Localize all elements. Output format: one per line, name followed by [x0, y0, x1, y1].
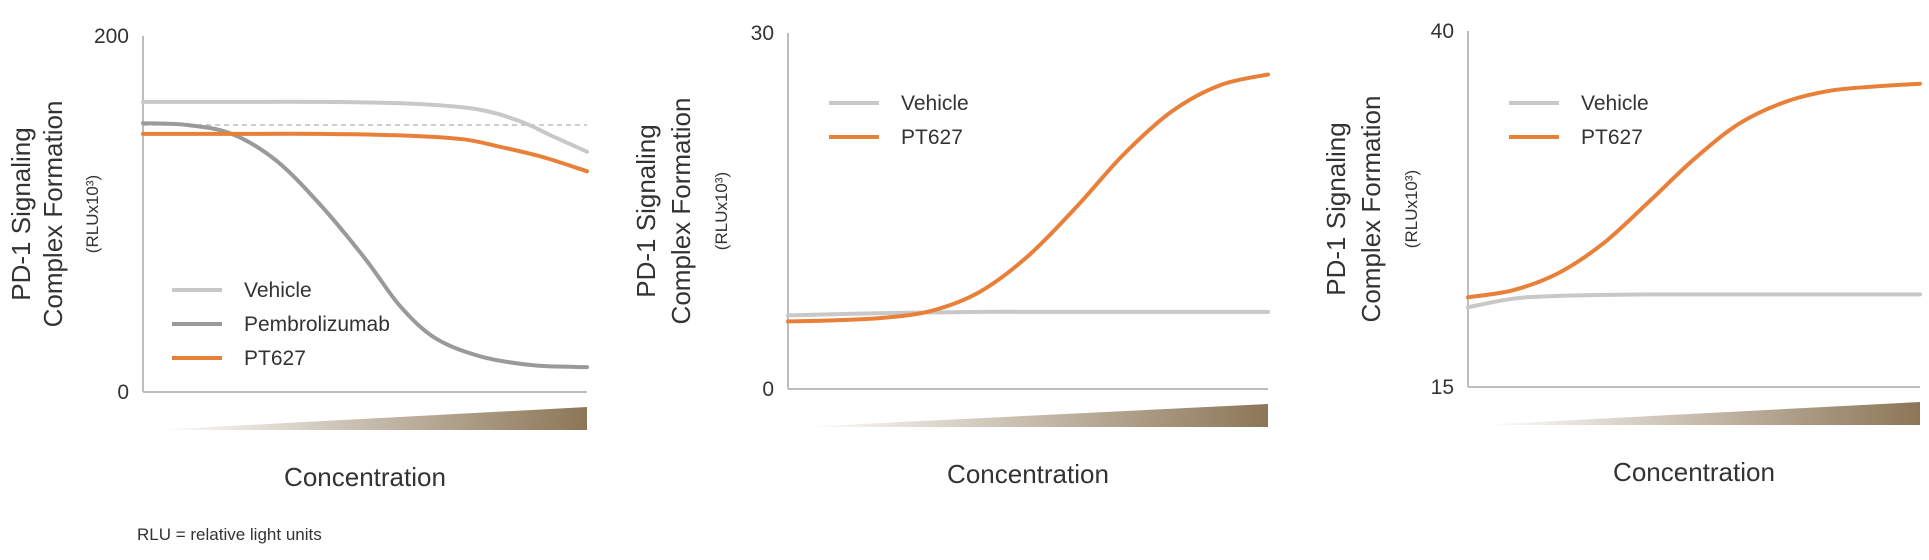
- legend-label-pt627: PT627: [244, 347, 306, 370]
- concentration-wedge: [1480, 402, 1920, 425]
- y-axis-label-line2: Complex Formation: [666, 98, 696, 325]
- legend-label-pt627: PT627: [1581, 126, 1643, 149]
- legend: Vehicle PT627: [1509, 92, 1649, 149]
- y-tick-label-bottom: 0: [762, 378, 774, 401]
- footnote: RLU = relative light units: [137, 525, 322, 544]
- series-line-vehicle: [141, 99, 589, 154]
- legend-label-vehicle: Vehicle: [244, 279, 312, 302]
- y-axis-unit-label: (RLUx10³): [712, 172, 731, 250]
- x-axis-label: Concentration: [1613, 457, 1775, 487]
- legend: Vehicle Pembrolizumab PT627: [172, 279, 390, 370]
- y-axis-label-line2: Complex Formation: [1356, 96, 1386, 323]
- legend-label-vehicle: Vehicle: [1581, 92, 1649, 115]
- y-axis-label-line1: PD-1 Signaling: [1321, 122, 1351, 295]
- series-line-vehicle: [1466, 292, 1922, 310]
- legend-label-pembrolizumab: Pembrolizumab: [244, 313, 390, 336]
- legend-label-vehicle: Vehicle: [901, 92, 969, 115]
- y-tick-label-top: 30: [751, 22, 774, 45]
- legend-label-pt627: PT627: [901, 126, 963, 149]
- y-axis-label-line1: PD-1 Signaling: [6, 127, 36, 300]
- chart-panel-2: 30 0 PD-1 Signaling Complex Formation (RLUx1…: [631, 22, 1270, 489]
- concentration-wedge: [800, 404, 1268, 427]
- series-line-pembrolizumab: [141, 121, 589, 370]
- y-tick-label-top: 40: [1431, 20, 1454, 43]
- chart-panel-1: 200 0 PD-1 Signaling Complex Formation (RLUx…: [6, 25, 589, 492]
- chart-panel-3: 40 15 PD-1 Signaling Complex Formation (RLUx…: [1321, 20, 1922, 487]
- y-tick-label-bottom: 15: [1431, 376, 1454, 399]
- series-line-vehicle: [786, 309, 1270, 318]
- y-axis-label-line1: PD-1 Signaling: [631, 124, 661, 297]
- y-axis-unit-label: (RLUx10³): [83, 175, 102, 253]
- concentration-wedge: [155, 407, 587, 430]
- y-tick-label-bottom: 0: [117, 381, 129, 404]
- series-line-pt627: [786, 72, 1270, 324]
- legend: Vehicle PT627: [829, 92, 969, 149]
- y-axis-unit-label: (RLUx10³): [1402, 170, 1421, 248]
- series-line-pt627: [1466, 81, 1922, 300]
- series-line-pt627: [141, 131, 589, 174]
- x-axis-label: Concentration: [284, 462, 446, 492]
- y-tick-label-top: 200: [94, 25, 129, 48]
- y-axis-label-line2: Complex Formation: [38, 101, 68, 328]
- x-axis-label: Concentration: [947, 459, 1109, 489]
